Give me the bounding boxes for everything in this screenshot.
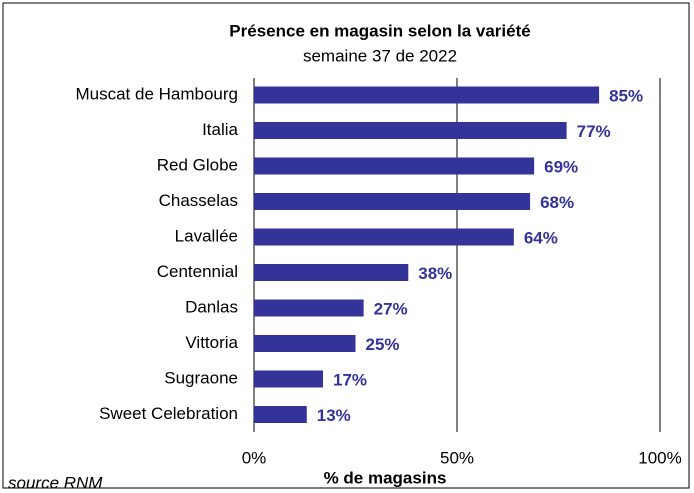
bar bbox=[254, 264, 409, 281]
frame bbox=[2, 2, 690, 489]
data-label: 38% bbox=[418, 264, 452, 283]
bar bbox=[254, 406, 307, 423]
data-label: 25% bbox=[366, 335, 400, 354]
bar bbox=[254, 86, 600, 104]
bar bbox=[254, 299, 364, 317]
data-label: 13% bbox=[317, 406, 351, 425]
bar bbox=[254, 157, 535, 175]
data-label: 64% bbox=[524, 228, 558, 247]
chart-title: Présence en magasin selon la variété bbox=[229, 21, 530, 40]
bar bbox=[254, 193, 531, 210]
y-tick-label: Muscat de Hambourg bbox=[75, 84, 238, 103]
data-label: 27% bbox=[374, 299, 408, 318]
data-label: 68% bbox=[540, 193, 574, 212]
data-label: 77% bbox=[577, 122, 611, 141]
y-tick-label: Chasselas bbox=[159, 191, 238, 210]
y-tick-label: Danlas bbox=[185, 297, 238, 316]
data-label: 17% bbox=[333, 370, 367, 389]
y-tick-label: Italia bbox=[202, 120, 238, 139]
y-tick-label: Red Globe bbox=[157, 155, 238, 174]
source: source RNM bbox=[8, 473, 103, 492]
x-tick-label: 100% bbox=[638, 448, 681, 467]
y-tick-label: Centennial bbox=[157, 262, 238, 281]
y-tick-label: Sugraone bbox=[164, 368, 238, 387]
x-axis-label: % de magasins bbox=[324, 468, 447, 487]
y-tick-label: Vittoria bbox=[185, 333, 238, 352]
data-label: 85% bbox=[609, 86, 643, 105]
x-tick-label: 50% bbox=[440, 448, 474, 467]
bar bbox=[254, 228, 514, 246]
y-tick-label: Sweet Celebration bbox=[99, 404, 238, 423]
data-label: 69% bbox=[544, 157, 578, 176]
bar bbox=[254, 122, 567, 139]
y-tick-label: Lavallée bbox=[175, 226, 238, 245]
bar bbox=[254, 370, 324, 388]
x-tick-label: 0% bbox=[242, 448, 267, 467]
chart-subtitle: semaine 37 de 2022 bbox=[303, 46, 457, 65]
bar bbox=[254, 335, 356, 352]
